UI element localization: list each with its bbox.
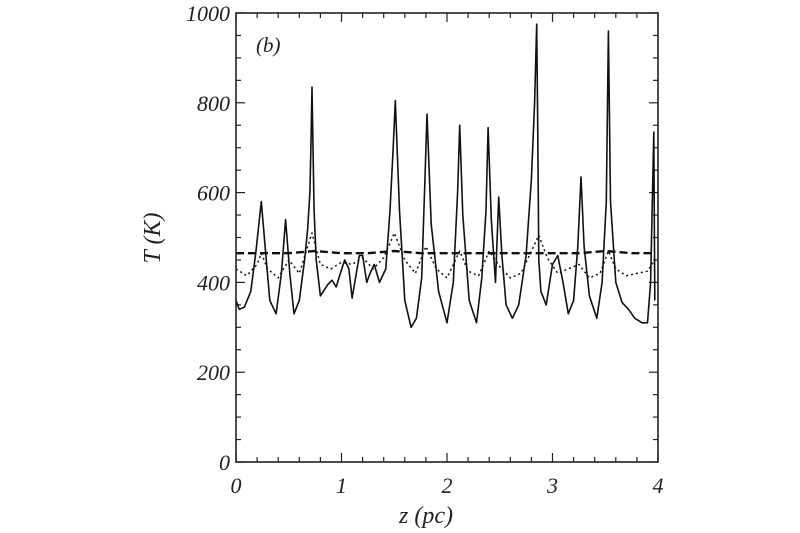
y-tick-label: 0: [219, 450, 230, 475]
y-tick-label: 400: [197, 270, 230, 295]
x-axis-label: z (pc): [398, 503, 453, 529]
x-tick-label: 1: [336, 473, 347, 498]
plot-frame: [235, 12, 659, 463]
y-axis-label: T (K): [140, 213, 166, 264]
x-tick-label: 2: [442, 473, 453, 498]
series-dashed-line: [236, 249, 655, 255]
series-solid-line: [235, 23, 656, 329]
series-layer: [235, 23, 656, 329]
x-tick-label: 0: [231, 473, 242, 498]
tick-labels: 0 1 2 3 4 0 200 400 600 800 1000: [186, 1, 664, 498]
x-tick-label: 3: [546, 473, 558, 498]
y-tick-label: 800: [197, 91, 230, 116]
y-tick-label: 600: [197, 181, 230, 206]
panel-label: (b): [256, 33, 281, 57]
y-tick-label: 1000: [186, 1, 230, 26]
y-tick-label: 200: [197, 360, 230, 385]
axis-ticks: [235, 12, 659, 463]
x-tick-label: 4: [653, 473, 664, 498]
series-dotted-line: [235, 232, 656, 279]
